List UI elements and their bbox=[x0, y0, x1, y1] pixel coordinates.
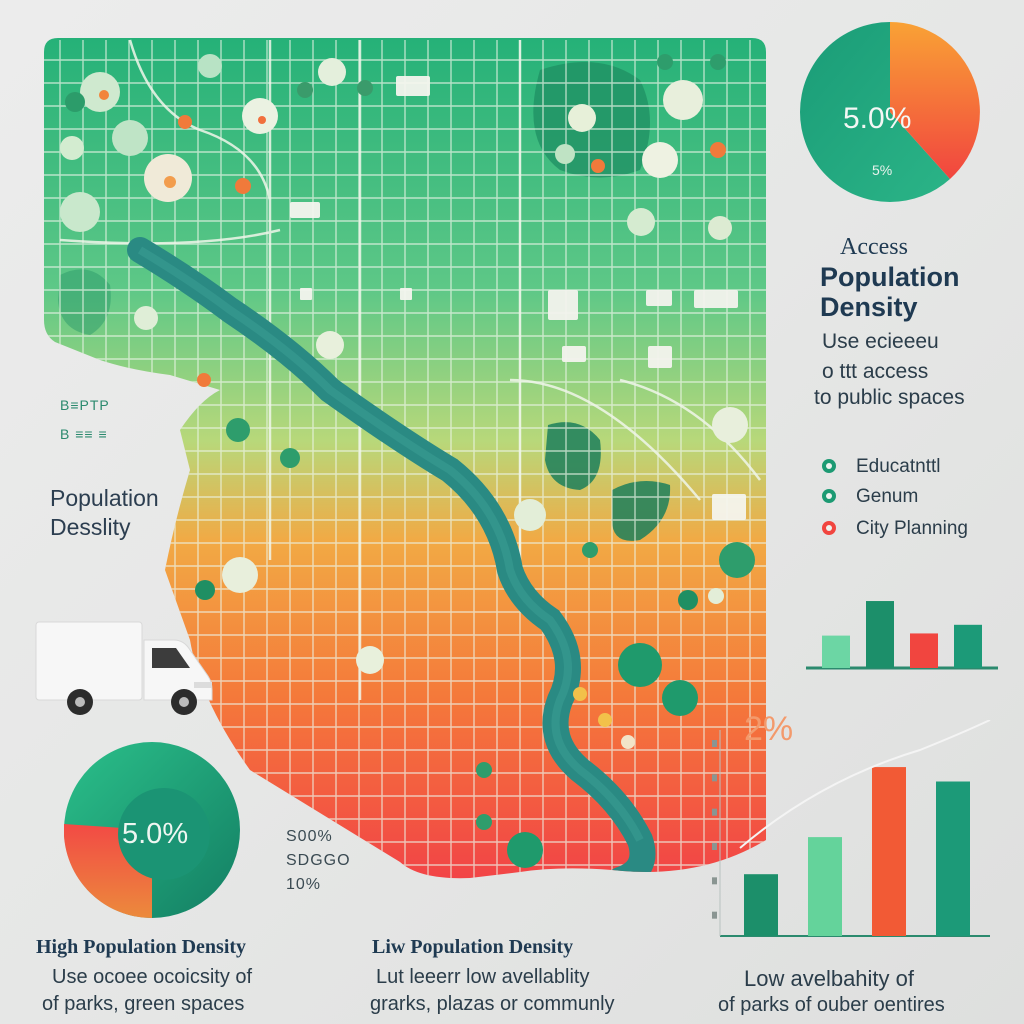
right-desc-line1: Use ecieeeu bbox=[822, 330, 939, 353]
caption-low-title: Liw Population Density bbox=[372, 936, 574, 958]
bar-2 bbox=[808, 837, 842, 936]
left-population-line1: Population bbox=[50, 485, 159, 511]
caption-low-line1: Lut leeerr low avellablity bbox=[376, 966, 590, 988]
bar-chart-2-percent: 2% bbox=[744, 710, 794, 748]
legend-dot-genum bbox=[822, 489, 836, 503]
bar-chart-trend-line bbox=[739, 720, 991, 849]
bar-1 bbox=[822, 635, 850, 668]
legend-label-educational: Educatnttl bbox=[856, 456, 941, 477]
left-population-line2: Desslity bbox=[50, 514, 131, 540]
legend-label-genum: Genum bbox=[856, 486, 919, 507]
left-small-line1: B≡PTP bbox=[60, 397, 110, 413]
access-pie-chart bbox=[800, 22, 980, 202]
right-heading-line1: Access bbox=[840, 234, 908, 260]
right-heading-line3: Density bbox=[820, 292, 918, 322]
pie-slice-orange bbox=[890, 22, 980, 179]
left-small-line2: B ≡≡ ≡ bbox=[60, 426, 108, 442]
bar-4 bbox=[954, 624, 982, 668]
bar-chart-tick bbox=[712, 774, 717, 782]
caption-high-line1: Use ocoee ocoicsity of bbox=[52, 966, 253, 988]
bar-chart-tick bbox=[712, 877, 717, 885]
park-zone-right2 bbox=[612, 481, 671, 541]
right-heading-line2: Population bbox=[820, 262, 960, 292]
donut-hole bbox=[118, 788, 210, 880]
bottom-pie-stat-3: 10% bbox=[286, 876, 322, 893]
bar-3 bbox=[872, 767, 906, 936]
top-pie-value: 5.0% bbox=[843, 102, 912, 135]
bar-2 bbox=[866, 601, 894, 668]
caption-right-line1: Low avelbahity of bbox=[744, 966, 914, 991]
legend-dot-city-planning bbox=[822, 521, 836, 535]
caption-right-line2: of parks of ouber oentires bbox=[718, 994, 945, 1016]
caption-high-line2: of parks, green spaces bbox=[42, 993, 245, 1015]
top-pie-small-label: 5% bbox=[872, 162, 893, 178]
density-donut-chart bbox=[64, 742, 240, 918]
caption-low-line2: grarks, plazas or communly bbox=[370, 993, 615, 1015]
bar-chart-small bbox=[806, 601, 998, 670]
right-desc-line3: to public spaces bbox=[814, 386, 965, 409]
delivery-truck-icon bbox=[35, 621, 213, 715]
buildings bbox=[290, 76, 746, 520]
bar-chart-tick bbox=[712, 911, 717, 919]
caption-high-title: High Population Density bbox=[36, 936, 247, 958]
legend-label-city-planning: City Planning bbox=[856, 518, 968, 539]
pie-slice-green bbox=[800, 22, 950, 202]
right-desc-line2: o ttt access bbox=[822, 360, 929, 383]
bar-chart-large bbox=[712, 720, 991, 937]
bar-4 bbox=[936, 781, 970, 936]
bar-chart-tick bbox=[712, 740, 717, 747]
bottom-pie-stat-2: SDGGO bbox=[286, 852, 351, 869]
trees bbox=[60, 54, 755, 868]
park-zone-right bbox=[545, 422, 601, 490]
bottom-pie-stat-1: S00% bbox=[286, 828, 333, 845]
bar-chart-tick bbox=[712, 843, 717, 850]
park-zone-left bbox=[58, 269, 111, 335]
bar-1 bbox=[744, 874, 778, 936]
bar-chart-tick bbox=[712, 808, 717, 816]
bar-3 bbox=[910, 633, 938, 668]
bottom-pie-value: 5.0% bbox=[122, 818, 189, 850]
legend-dot-educational bbox=[822, 459, 836, 473]
